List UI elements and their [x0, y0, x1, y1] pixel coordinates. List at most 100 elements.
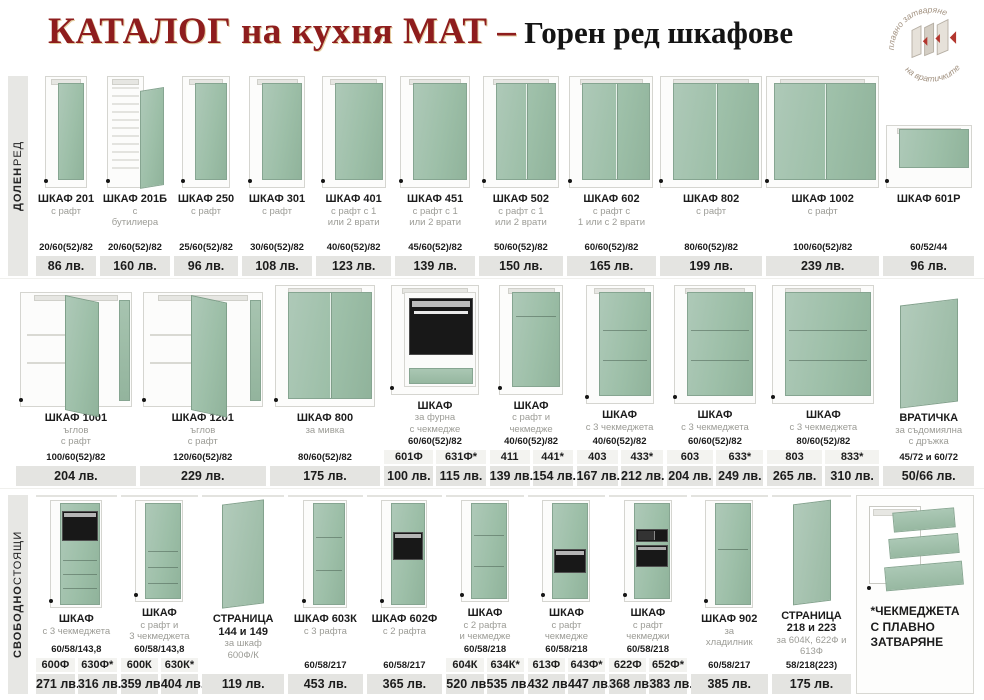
product-price: 359 лв.: [120, 674, 164, 694]
product-name: ШКАФ 602: [583, 193, 640, 205]
product-pricing-block: 60/60(52)/82 165 лв.: [566, 239, 657, 276]
product-price-row: 86 лв.: [36, 256, 97, 276]
product-dimensions: 40/60(52)/82: [326, 242, 381, 253]
cabinet-image-area: [567, 76, 656, 188]
product-name: ШКАФ 601Р: [896, 193, 961, 205]
cabinet-foot: [380, 599, 385, 603]
product-pricing-block: 60/58/218 613Ф 643Ф* 432 лв. 447 лв.: [527, 641, 611, 694]
product-pricing-block: 45/60(52)/82 139 лв.: [395, 239, 475, 276]
product-price: 404 лв.: [160, 674, 204, 694]
side-label-bold: СВОБОДНО: [12, 585, 24, 659]
cabinet-image-area: [667, 285, 764, 405]
product-price-row: 359 лв. 404 лв.: [120, 674, 204, 694]
product-dimensions: 80/60(52)/82: [298, 452, 352, 463]
cabinet-foot: [498, 385, 503, 390]
product-price-row: 239 лв.: [766, 256, 880, 276]
product-subtitle: с рафт чекмедже: [544, 619, 589, 642]
cabinet-foot: [18, 398, 23, 402]
cabinet-image-area: [765, 76, 880, 188]
cabinet-oven-illustration: [389, 285, 479, 395]
product-dimensions: 60/58/143,8: [134, 644, 185, 655]
cabinet-foot: [44, 179, 49, 183]
cabinet-detail: [408, 367, 473, 384]
product-card: ШКАФ с 3 чекмеджета 40/60(52)/82 403 433*…: [576, 285, 664, 486]
product-card: ШКАФ с 3 чекмеджета 60/58/143,8 600Ф 630Ф…: [36, 495, 121, 694]
product-price: 86 лв.: [36, 256, 97, 276]
product-code: 631Ф*: [436, 450, 486, 464]
product-dimensions: 45/60(52)/82: [408, 242, 463, 253]
product-dimensions: 50/60(52)/82: [493, 242, 548, 253]
product-card: ШКАФ с рафт чекмеджи 60/58/218 622Ф 652Ф*…: [609, 495, 693, 694]
product-subtitle: с рафт чекмеджи: [626, 619, 670, 642]
cabinet-image-area: [883, 285, 974, 409]
cabinet-front: [898, 129, 969, 168]
cabinet-front: [222, 499, 265, 609]
cabinet-front: [140, 87, 164, 189]
product-subtitle: с 3 рафта: [303, 625, 347, 637]
cabinet-image-area: [528, 500, 605, 602]
product-price: 204 лв.: [666, 466, 714, 486]
cabinet-door2-illustration: [659, 76, 763, 188]
product-price-row: 175 лв.: [771, 674, 852, 694]
product-code: 630К*: [160, 658, 199, 672]
cabinet-image-area: [446, 500, 523, 602]
product-price-row: 265 лв. 310 лв.: [767, 466, 880, 486]
product-dimensions: 60/58/143,8: [51, 644, 102, 655]
product-code-row: 600К 630К*: [120, 658, 199, 672]
product-subtitle: ъглов с рафт: [187, 424, 218, 448]
product-subtitle: с рафт с 1 или с 2 врати: [577, 205, 646, 229]
cabinet-door2-illustration: [765, 76, 880, 188]
product-price: 175 лв.: [269, 466, 381, 486]
product-pricing-block: 100/60(52)/82 204 лв.: [16, 449, 136, 486]
cabinet-foot: [320, 179, 325, 183]
product-name: ШКАФ 800: [296, 412, 354, 424]
product-dimensions: 100/60(52)/82: [46, 452, 106, 463]
product-price: 119 лв.: [202, 674, 285, 694]
cabinet-front: [195, 83, 227, 180]
product-name: ШКАФ: [513, 399, 549, 412]
cabinet-foot: [399, 179, 404, 183]
cabinet-foot: [134, 592, 139, 597]
cabinet-front: [785, 292, 872, 397]
product-price: 271 лв.: [36, 674, 79, 694]
product-card: ШКАФ 1201 ъглов с рафт 120/60(52)/82 229…: [139, 285, 266, 486]
product-name: ШКАФ 1002: [791, 193, 854, 205]
product-price-row: 229 лв.: [139, 466, 266, 486]
product-price: 175 лв.: [771, 674, 852, 694]
product-card: ШКАФ 602Ф с 2 рафта 60/58/217 365 лв.: [366, 495, 443, 694]
product-price: 520 лв.: [446, 674, 490, 694]
cabinet-image-area: [36, 76, 96, 188]
product-pricing-block: 60/58/218 604К 634К* 520 лв. 535 лв.: [446, 641, 530, 694]
product-dimensions: 60/58/218: [626, 644, 669, 655]
row-side-label-bottom-row: ДОЛЕН РЕД: [8, 76, 28, 276]
cabinet-image-area: [772, 499, 851, 605]
product-dimensions: 60/58/217: [708, 660, 751, 671]
cabinet-drawers3-illustration: [771, 285, 875, 405]
product-code: 622Ф: [609, 658, 647, 672]
cabinet-tall-oven-illustration: [380, 500, 428, 608]
product-dimensions: 60/60(52)/82: [584, 242, 639, 253]
open-drawers-illustration: [863, 502, 967, 600]
product-dimensions: 60/60(52)/82: [687, 436, 742, 447]
product-subtitle: за мивка: [305, 424, 345, 436]
product-name: ВРАТИЧКА: [899, 412, 959, 424]
cabinet-image-area: [490, 285, 573, 395]
cabinet-foot: [105, 179, 110, 183]
product-subtitle: с рафт: [807, 205, 838, 217]
product-pricing-block: 45/72 и 60/72 50/66 лв.: [883, 449, 975, 486]
soft-close-logo: плавно затваряне на вратичките: [882, 0, 978, 88]
product-card: ШКАФ с рафт и чекмедже 40/60(52)/82 411 4…: [489, 285, 576, 486]
product-name: СТРАНИЦА 218 и 223: [781, 609, 842, 635]
product-card: СТРАНИЦА 144 и 149 за шкаф 600Ф/К 119 лв…: [202, 495, 285, 694]
product-pricing-block: 60/60(52)/82 601Ф 631Ф* 100 лв. 115 лв.: [384, 433, 486, 486]
product-card: ШКАФ 1001 ъглов с рафт 100/60(52)/82 204…: [16, 285, 136, 486]
product-code: 411: [489, 450, 530, 464]
cabinet-detail: [408, 298, 473, 356]
product-code: 613Ф: [527, 658, 565, 672]
product-code: 441*: [532, 450, 573, 464]
product-pricing-block: 20/60(52)/82 160 лв.: [100, 239, 170, 276]
cabinet-foot: [584, 395, 589, 400]
product-price: 154 лв.: [532, 466, 576, 486]
cabinet-image-area: [691, 500, 768, 608]
product-name: ШКАФ 401: [325, 193, 382, 205]
